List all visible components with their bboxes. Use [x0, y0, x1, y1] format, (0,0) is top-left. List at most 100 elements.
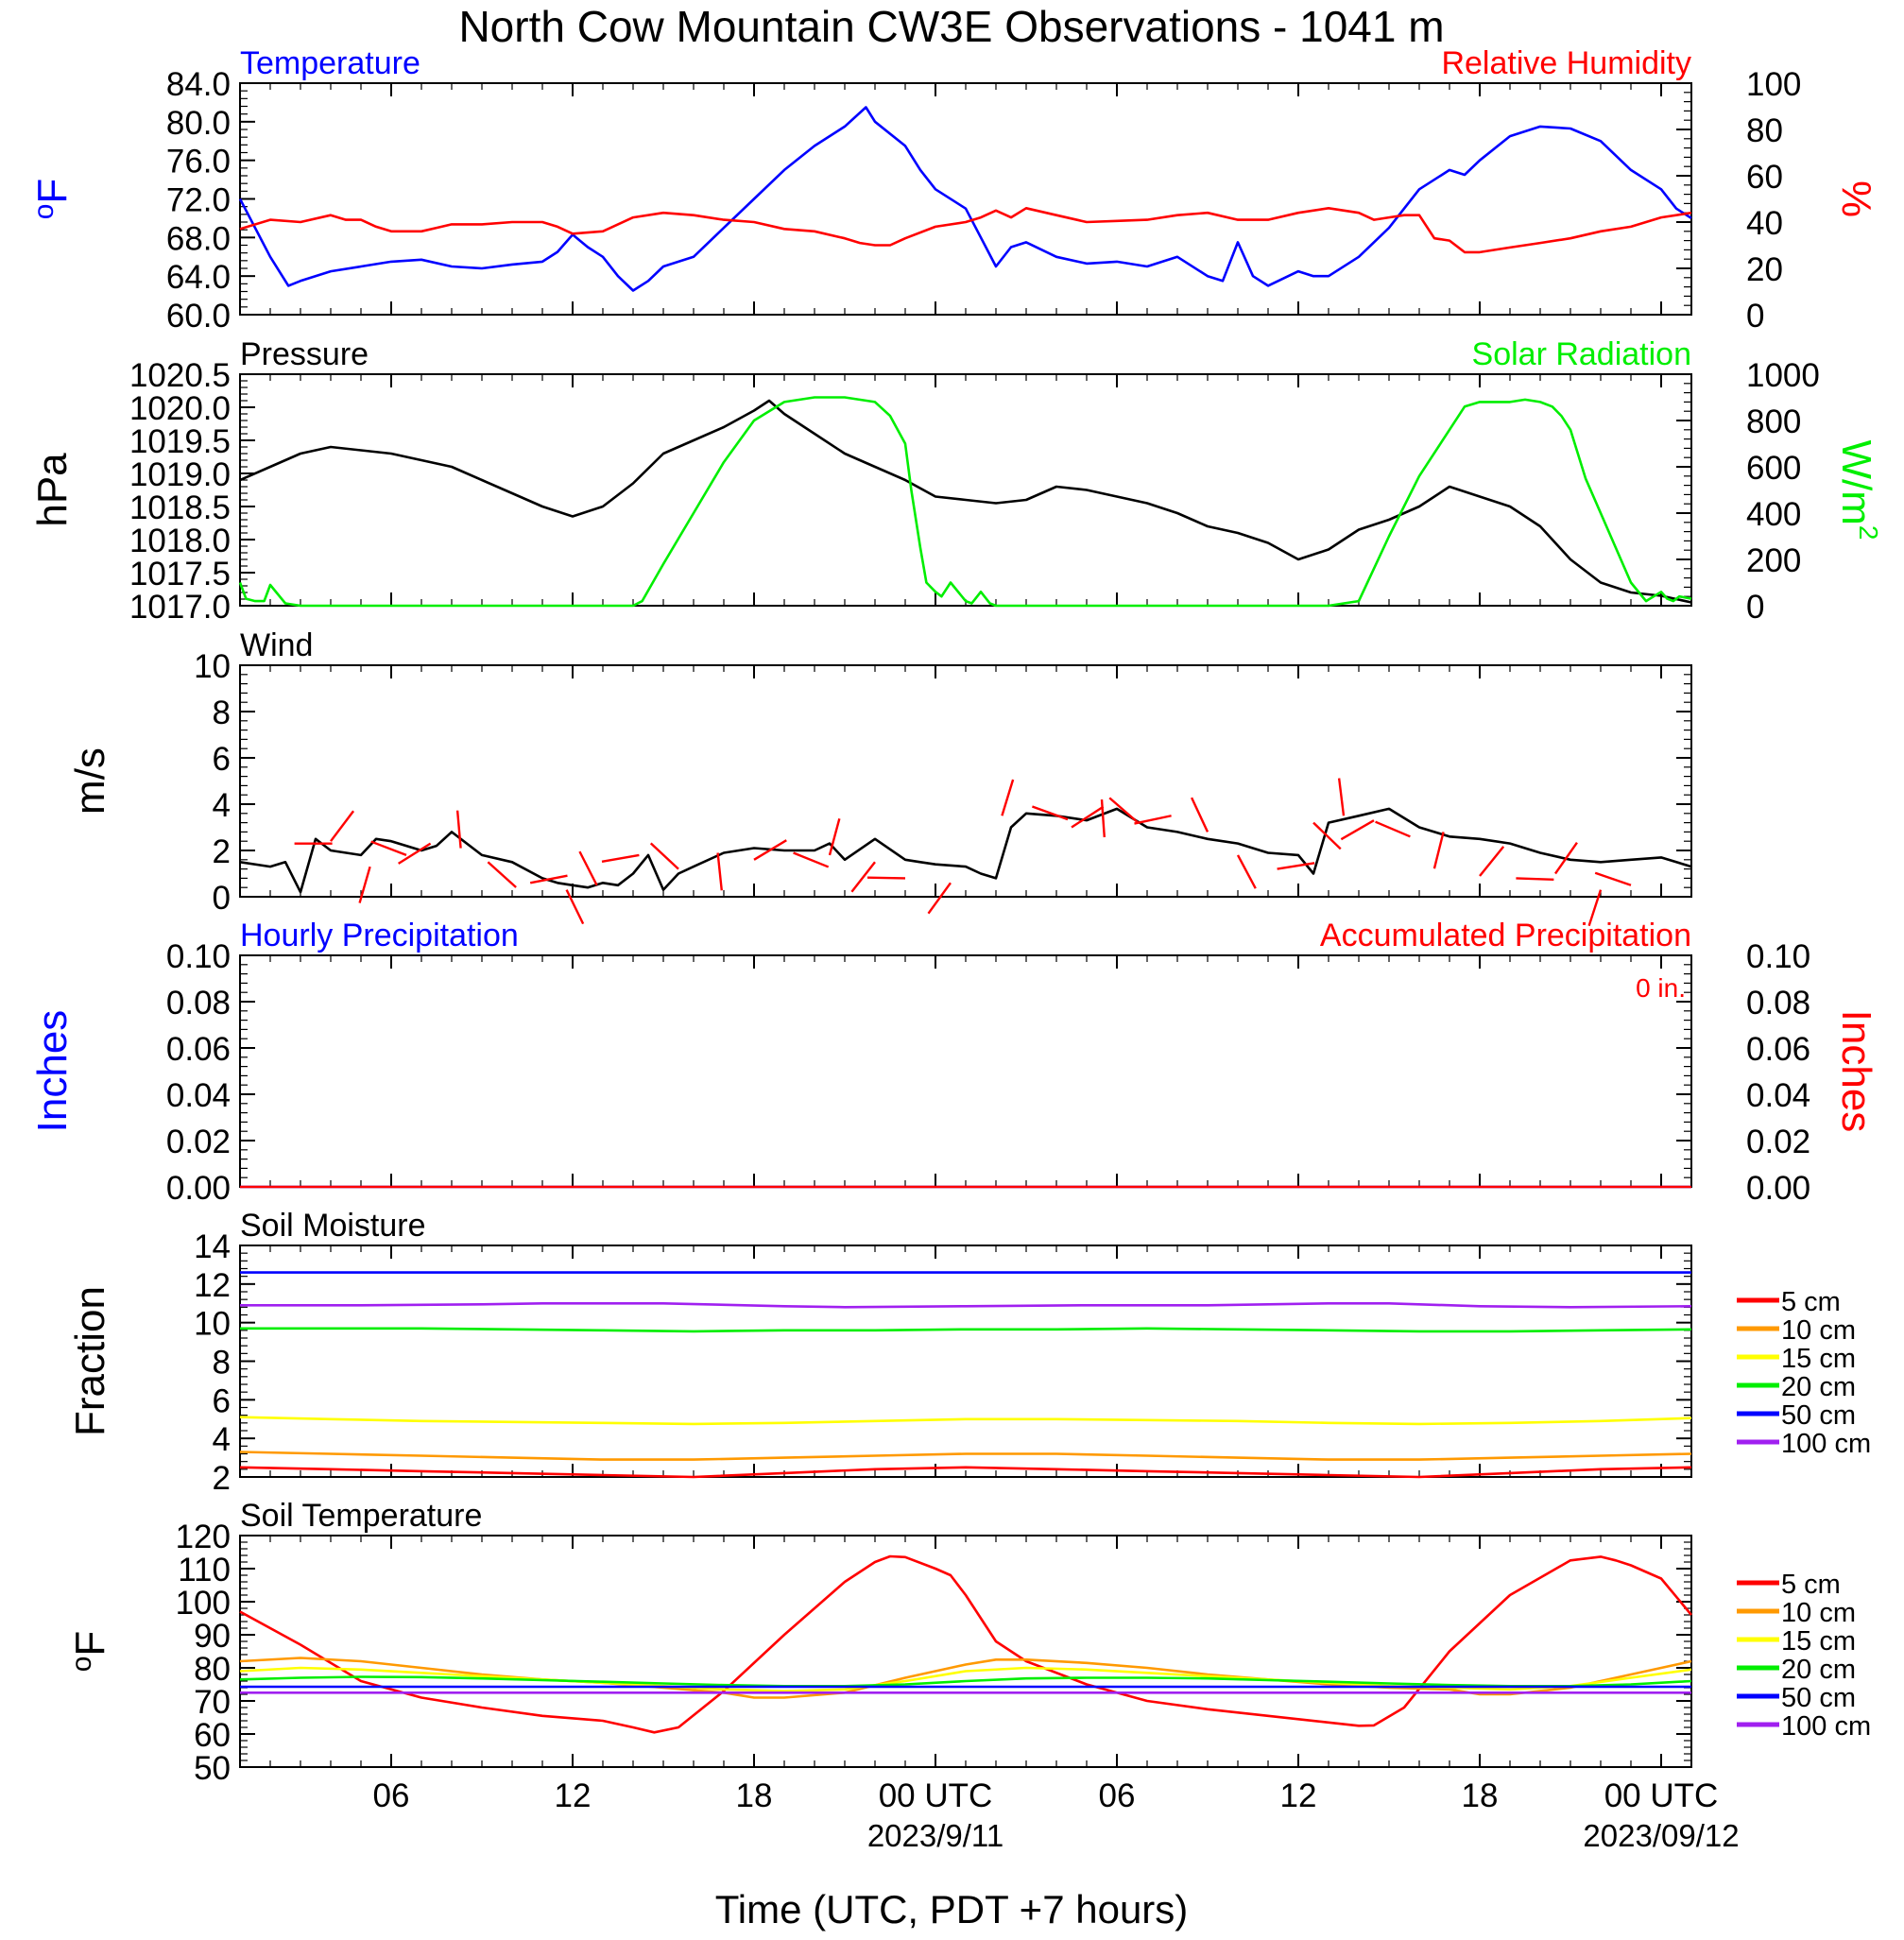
y-right-tick-label: 80 — [1746, 112, 1783, 149]
y-right-tick-label: 0 — [1746, 589, 1764, 626]
wind-barb — [716, 852, 723, 891]
y-tick-label: 1018.5 — [129, 489, 231, 526]
panel-title-right: Solar Radiation — [1472, 336, 1691, 372]
legend-label: 50 cm — [1781, 1683, 1856, 1713]
wind-barb — [565, 889, 585, 925]
y-tick-label: 72.0 — [166, 182, 231, 219]
y-tick-label: 1020.5 — [129, 357, 231, 394]
wind-barb — [529, 874, 568, 884]
panel-title: Soil Temperature — [240, 1498, 482, 1534]
y-tick-label: 76.0 — [166, 144, 231, 180]
x-tick-date: 2023/9/11 — [867, 1818, 1003, 1853]
wind-barb — [1108, 797, 1140, 824]
y-tick-label: 84.0 — [166, 66, 231, 103]
series-line-soil_moisture-1 — [239, 1451, 1692, 1461]
y-tick-label: 4 — [213, 787, 231, 824]
y-right-tick-label: 0.06 — [1746, 1031, 1810, 1068]
y-axis-label-right: W/m2 — [1833, 440, 1883, 541]
series-line-temp_rh-1 — [239, 207, 1692, 254]
legend-label: 5 cm — [1781, 1287, 1841, 1317]
y-tick-label: 0 — [213, 880, 231, 917]
y-tick-label: 1020.0 — [129, 390, 231, 427]
y-right-tick-label: 20 — [1746, 251, 1783, 288]
wind-barb — [578, 850, 598, 886]
y-tick-label: 80 — [194, 1651, 231, 1688]
wind-barb — [398, 842, 432, 865]
wind-barb — [487, 861, 517, 888]
x-tick-date: 2023/09/12 — [1583, 1818, 1739, 1853]
panel-title-right: Relative Humidity — [1441, 45, 1691, 81]
wind-barb — [1100, 799, 1106, 838]
y-right-tick-label: 400 — [1746, 496, 1801, 533]
panel-temp_rh: 84.080.076.072.068.064.060.0 100 80 60 40 20 0… — [28, 45, 1879, 335]
x-tick-label: 12 — [1280, 1777, 1317, 1814]
wind-barb — [455, 810, 462, 849]
wind-barb — [1134, 815, 1172, 825]
x-tick-label: 00 UTC — [879, 1777, 993, 1814]
y-tick-label: 8 — [213, 1345, 231, 1382]
wind-barb — [649, 842, 679, 870]
y-tick-label: 6 — [213, 1382, 231, 1419]
figure-title: North Cow Mountain CW3E Observations - 1… — [458, 2, 1444, 51]
wind-barb — [1554, 842, 1578, 875]
y-tick-label: 80.0 — [166, 105, 231, 142]
y-right-tick-label: 0.08 — [1746, 985, 1810, 1022]
panel-wind: 10 8 6 4 2 0 Wind m/s — [67, 627, 1692, 927]
y-tick-label: 64.0 — [166, 259, 231, 296]
panel-pressure_solar: 1020.51020.01019.51019.01018.51018.01017… — [29, 336, 1883, 626]
wind-barb — [1312, 821, 1342, 850]
wind-barb — [1337, 778, 1346, 816]
y-tick-label: 50 — [194, 1750, 231, 1787]
wind-barb — [370, 840, 407, 857]
y-tick-label: 6 — [213, 741, 231, 778]
y-right-tick-label: 1000 — [1746, 357, 1820, 394]
y-tick-label: 12 — [194, 1267, 231, 1304]
y-tick-label: 60 — [194, 1717, 231, 1754]
wind-barb — [601, 853, 640, 864]
legend-label: 15 cm — [1781, 1344, 1856, 1374]
series-line-soil_moisture-2 — [239, 1416, 1692, 1426]
series-line-soil_moisture-0 — [239, 1466, 1692, 1479]
panel-title-left: Hourly Precipitation — [240, 918, 519, 953]
panel-title: Wind — [240, 627, 313, 663]
series-line-pressure_solar-1 — [238, 396, 1692, 608]
wind-barb — [1001, 779, 1015, 816]
y-tick-label: 1019.5 — [129, 423, 231, 460]
wind-barb — [1191, 797, 1209, 833]
panels: 84.080.076.072.068.064.060.0100806040200… — [28, 45, 1883, 1787]
wind-barb — [1587, 889, 1603, 927]
y-tick-label: 4 — [213, 1421, 231, 1458]
y-tick-label: 120 — [176, 1519, 231, 1555]
y-tick-label: 1018.0 — [129, 523, 231, 559]
y-right-tick-label: 60 — [1746, 159, 1783, 196]
y-tick-label: 0.06 — [166, 1031, 231, 1068]
wind-barb — [828, 817, 841, 856]
wind-barb — [1594, 871, 1632, 886]
y-tick-label: 8 — [213, 695, 231, 731]
series-line-temp_rh-0 — [238, 106, 1692, 292]
y-right-tick-label: 0.04 — [1746, 1077, 1810, 1114]
legend-label: 100 cm — [1781, 1711, 1871, 1742]
wind-barb — [1479, 846, 1505, 877]
x-tick-label: 18 — [736, 1777, 773, 1814]
y-right-tick-label: 100 — [1746, 66, 1801, 103]
wind-barb — [1432, 832, 1445, 869]
series-line-pressure_solar-0 — [239, 399, 1692, 604]
y-right-tick-label: 0 — [1746, 298, 1764, 335]
x-axis-label: Time (UTC, PDT +7 hours) — [715, 1887, 1189, 1931]
y-right-tick-label: 0.10 — [1746, 938, 1810, 975]
series-line-soil_temp-3 — [239, 1675, 1692, 1688]
legend-label: 10 cm — [1781, 1598, 1856, 1628]
wind-barb — [1340, 819, 1375, 841]
wind-barb — [927, 882, 952, 915]
y-tick-label: 1017.0 — [129, 589, 231, 626]
panel-title-left: Temperature — [240, 45, 420, 81]
y-right-tick-label: 600 — [1746, 450, 1801, 487]
y-tick-label: 68.0 — [166, 220, 231, 257]
y-axis-label: oF — [66, 1631, 113, 1673]
legend-label: 100 cm — [1781, 1429, 1871, 1459]
y-tick-label: 0.10 — [166, 938, 231, 975]
